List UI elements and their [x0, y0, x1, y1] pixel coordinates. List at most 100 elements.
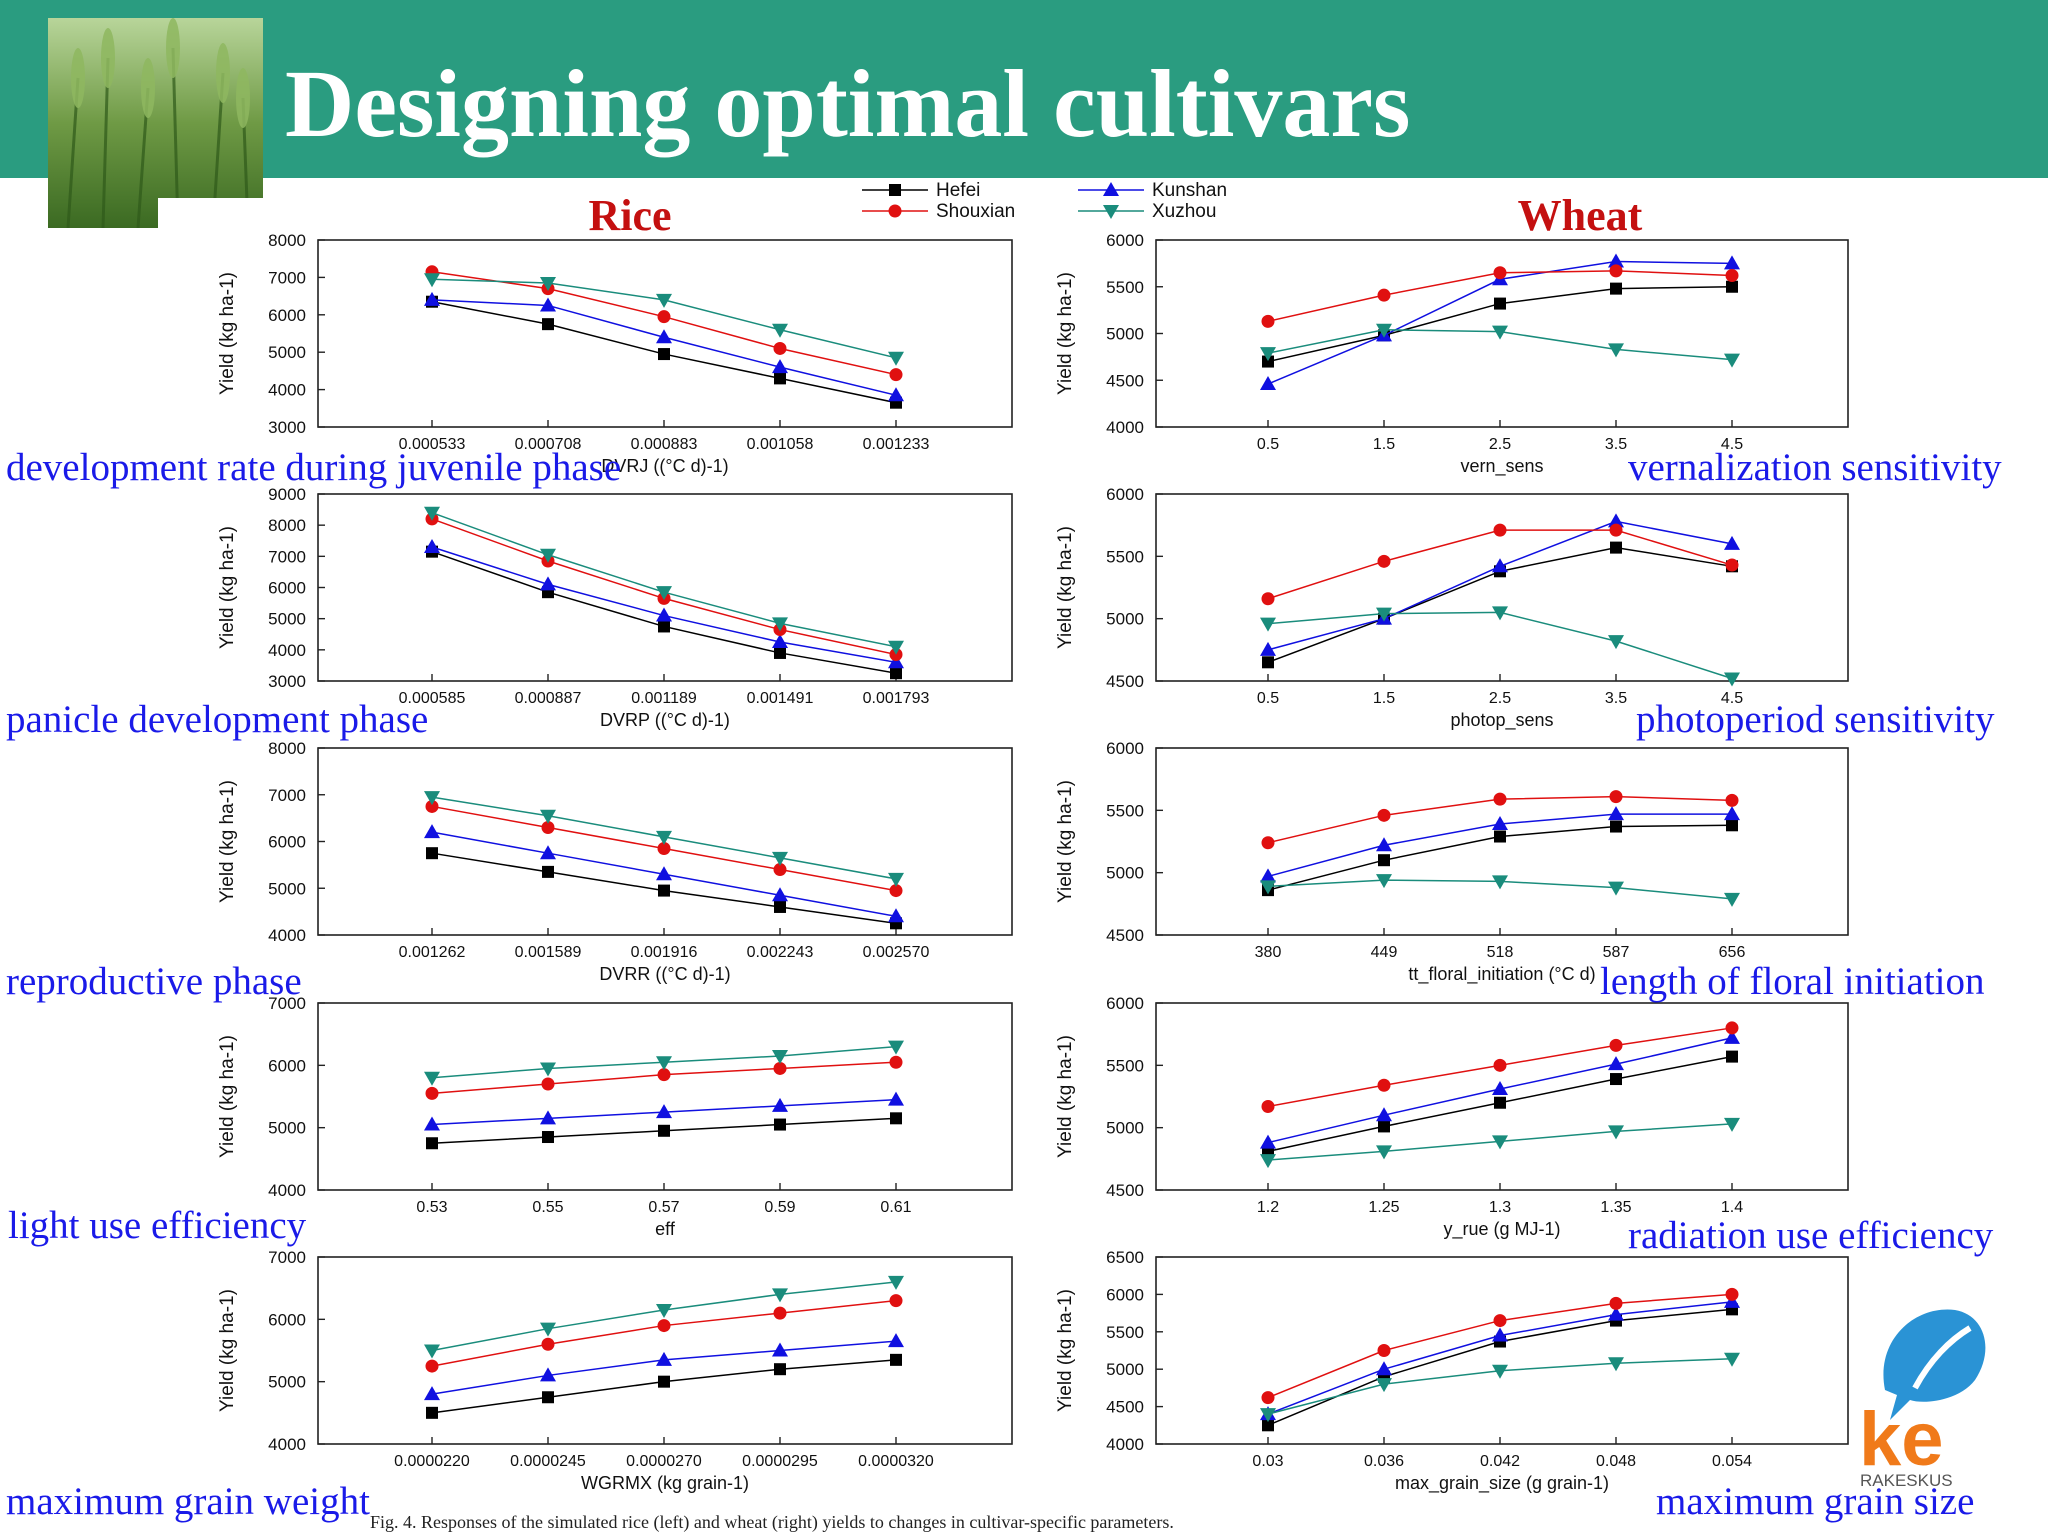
data-point-kunshan	[1376, 837, 1392, 852]
legend-marker-shouxian	[888, 204, 902, 218]
y-tick-label: 5000	[268, 610, 306, 629]
plot-frame	[317, 239, 1013, 428]
y-tick-label: 4000	[268, 381, 306, 400]
data-point-hefei	[1494, 297, 1506, 310]
y-axis-label: Yield (kg ha-1)	[217, 780, 238, 903]
y-tick-label: 6000	[1106, 485, 1144, 504]
x-tick-label: 518	[1487, 944, 1514, 961]
label-row4-right: radiation use efficiency	[1628, 1214, 1994, 1257]
y-tick-label: 6000	[268, 579, 306, 598]
legend-label: Kunshan	[1152, 180, 1227, 201]
data-point-shouxian	[1261, 836, 1275, 850]
data-point-xuzhou	[772, 1049, 788, 1064]
label-row5-right: maximum grain size	[1656, 1480, 1975, 1523]
data-point-xuzhou	[1492, 875, 1508, 890]
panel-title-wheat: Wheat	[1518, 191, 1643, 240]
data-point-shouxian	[1493, 266, 1507, 280]
plot-frame	[317, 1256, 1013, 1445]
x-tick-label: 0.001058	[747, 436, 814, 453]
label-row3-right: length of floral initiation	[1600, 960, 1985, 1003]
data-point-xuzhou	[1724, 1352, 1740, 1367]
legend-label: Hefei	[936, 180, 980, 201]
data-point-kunshan	[772, 1342, 788, 1357]
y-tick-label: 8000	[268, 516, 306, 535]
data-point-xuzhou	[540, 809, 556, 824]
legend-marker-xuzhou	[1103, 205, 1119, 219]
data-point-shouxian	[1609, 1296, 1623, 1310]
label-row2-left: panicle development phase	[6, 698, 429, 741]
data-point-shouxian	[1377, 1344, 1391, 1357]
plot-frame	[317, 1002, 1013, 1191]
x-tick-label: 0.000708	[515, 436, 582, 453]
x-axis-label: vern_sens	[1460, 456, 1543, 477]
data-point-hefei	[1610, 282, 1622, 295]
data-point-shouxian	[889, 884, 903, 898]
data-point-shouxian	[1261, 314, 1275, 328]
data-point-shouxian	[425, 1359, 439, 1373]
x-tick-label: 2.5	[1489, 690, 1511, 707]
y-tick-label: 9000	[268, 485, 306, 504]
x-tick-label: 1.25	[1368, 1199, 1399, 1216]
data-point-shouxian	[1493, 792, 1507, 806]
label-row4-left: light use efficiency	[8, 1204, 307, 1247]
x-tick-label: 3.5	[1605, 690, 1627, 707]
y-tick-label: 8000	[268, 739, 306, 758]
data-point-kunshan	[424, 824, 440, 839]
x-tick-label: 587	[1603, 944, 1630, 961]
data-point-hefei	[1262, 656, 1274, 669]
data-point-xuzhou	[1260, 1154, 1276, 1169]
data-point-shouxian	[1377, 808, 1391, 822]
x-axis-label: DVRP ((°C d)-1)	[600, 710, 730, 730]
data-point-xuzhou	[888, 872, 904, 887]
x-axis-label: y_rue (g MJ-1)	[1443, 1219, 1560, 1240]
data-point-shouxian	[889, 1294, 903, 1308]
data-point-xuzhou	[1376, 607, 1392, 622]
data-point-xuzhou	[1376, 323, 1392, 338]
x-tick-label: 0.59	[764, 1199, 795, 1216]
data-point-shouxian	[1377, 288, 1391, 302]
data-point-kunshan	[1608, 1056, 1624, 1071]
x-tick-label: 3.5	[1605, 436, 1627, 453]
x-tick-label: 0.0000295	[742, 1453, 818, 1470]
data-point-shouxian	[1493, 523, 1507, 537]
label-row1-left: development rate during juvenile phase	[6, 446, 622, 489]
data-point-hefei	[542, 865, 554, 878]
y-tick-label: 5000	[1106, 1360, 1144, 1379]
data-point-shouxian	[1377, 1078, 1391, 1092]
data-point-hefei	[1726, 280, 1738, 293]
y-tick-label: 4500	[1106, 1398, 1144, 1417]
y-tick-label: 3000	[268, 418, 306, 437]
y-axis-label: Yield (kg ha-1)	[1055, 1035, 1076, 1158]
slide-header	[0, 0, 2048, 178]
data-point-kunshan	[772, 359, 788, 374]
y-tick-label: 7000	[268, 547, 306, 566]
x-tick-label: 1.4	[1721, 1199, 1743, 1216]
x-tick-label: 0.001916	[631, 944, 698, 961]
y-tick-label: 6000	[1106, 739, 1144, 758]
y-tick-label: 5000	[268, 1119, 306, 1138]
data-point-kunshan	[1260, 641, 1276, 656]
y-tick-label: 5000	[1106, 1119, 1144, 1138]
data-point-kunshan	[1608, 1306, 1624, 1321]
data-point-shouxian	[1609, 523, 1623, 537]
data-point-xuzhou	[1260, 1408, 1276, 1423]
data-point-xuzhou	[888, 1275, 904, 1290]
x-tick-label: 1.5	[1373, 436, 1395, 453]
legend-label: Xuzhou	[1152, 201, 1216, 222]
y-tick-label: 5500	[1106, 278, 1144, 297]
y-tick-label: 5000	[1106, 325, 1144, 344]
y-axis-label: Yield (kg ha-1)	[217, 272, 238, 395]
data-point-xuzhou	[656, 1303, 672, 1318]
x-tick-label: 0.000533	[399, 436, 466, 453]
data-point-kunshan	[1724, 1029, 1740, 1044]
label-row2-right: photoperiod sensitivity	[1636, 698, 1995, 741]
y-tick-label: 5000	[268, 879, 306, 898]
label-row5-left: maximum grain weight	[6, 1480, 370, 1523]
y-tick-label: 6000	[268, 306, 306, 325]
data-point-hefei	[1262, 1419, 1274, 1432]
data-point-hefei	[1610, 541, 1622, 554]
data-point-xuzhou	[772, 617, 788, 632]
data-point-hefei	[658, 1375, 670, 1388]
data-point-hefei	[774, 1118, 786, 1131]
